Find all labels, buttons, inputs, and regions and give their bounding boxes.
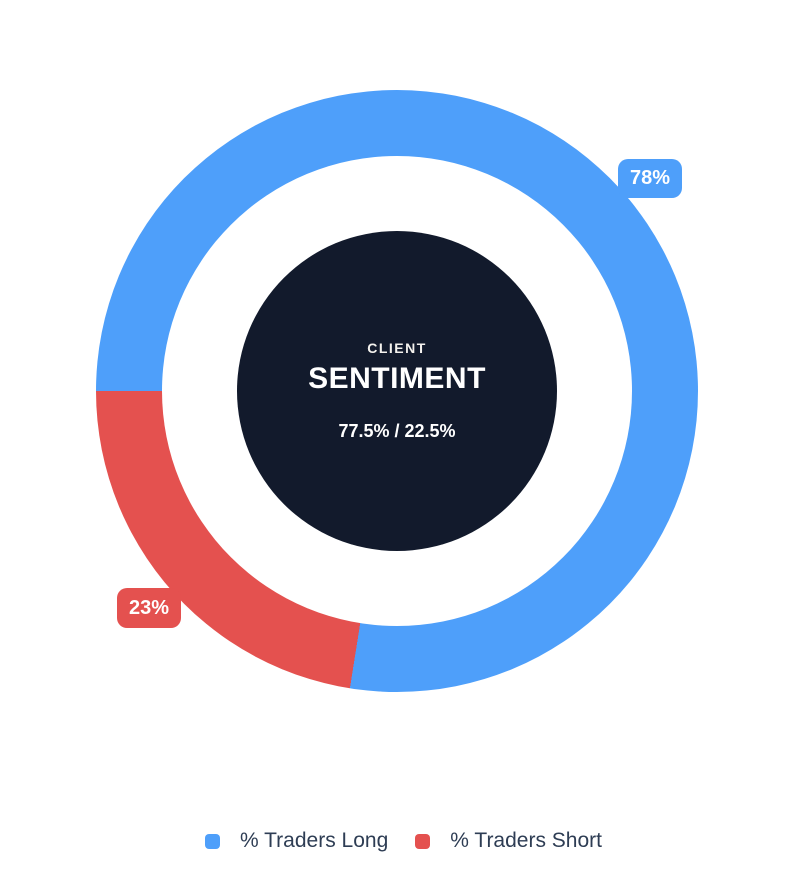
- chart-title: SENTIMENT: [308, 362, 486, 395]
- legend-label-traders-long: % Traders Long: [240, 829, 389, 852]
- center-kicker: CLIENT: [367, 340, 427, 356]
- short-percent-label: 23%: [117, 588, 181, 628]
- traders-long-swatch-icon: [205, 833, 220, 849]
- legend-item-traders-long[interactable]: % Traders Long: [205, 829, 388, 853]
- sentiment-ratio: 77.5% / 22.5%: [338, 421, 456, 441]
- legend-label-traders-short: % Traders Short: [450, 829, 602, 852]
- chart-legend: % Traders Long % Traders Short: [0, 829, 807, 853]
- traders-short-swatch-icon: [415, 833, 431, 849]
- center-disc: CLIENT SENTIMENT 77.5% / 22.5%: [237, 231, 557, 551]
- legend-item-traders-short[interactable]: % Traders Short: [415, 829, 602, 853]
- long-percent-label: 78%: [618, 159, 682, 198]
